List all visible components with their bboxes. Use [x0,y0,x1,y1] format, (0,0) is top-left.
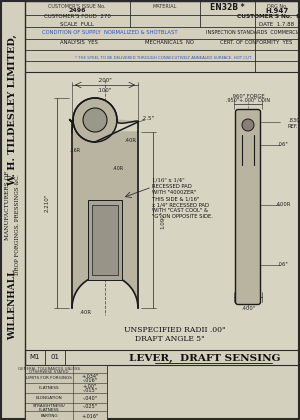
Text: +.016": +.016" [81,414,99,418]
Text: REF.: REF. [288,123,298,129]
Text: DRAFT ANGLE 5": DRAFT ANGLE 5" [135,335,205,343]
Text: .400": .400" [241,307,255,312]
Text: -.040": -.040" [82,396,98,401]
Text: DRG No.: DRG No. [267,5,287,10]
Text: -.016": -.016" [82,378,98,383]
Text: .16R: .16R [69,147,81,152]
Text: GENERAL TOLERANCES UNLESS: GENERAL TOLERANCES UNLESS [18,367,80,371]
Text: M1: M1 [30,354,40,360]
Text: * THE STEEL TO BE DELIVERED THROUGH CONSECUTIVELY ANNEALED SURFACE. HOT CUT: * THE STEEL TO BE DELIVERED THROUGH CONS… [75,56,251,60]
Text: UNSPECIFIED RADII .00": UNSPECIFIED RADII .00" [124,326,226,334]
Text: FLATNESS: FLATNESS [39,386,59,390]
Text: 2496: 2496 [68,8,86,13]
Bar [25,72,299,350]
Text: W. H. TILDESLEY LIMITED,: W. H. TILDESLEY LIMITED, [8,34,17,186]
Text: WITH "CAST COOL" &: WITH "CAST COOL" & [152,208,208,213]
Text: RECESSED PAD: RECESSED PAD [152,184,192,189]
Text: OTHERWISE STATED: OTHERWISE STATED [29,370,69,374]
Bar [25,365,107,420]
Text: +.00": +.00" [83,383,97,389]
Text: CUSTOMER'S FOUD  270: CUSTOMER'S FOUD 270 [44,13,110,18]
Text: THIS SIDE & 1/16": THIS SIDE & 1/16" [152,197,200,202]
Text: WILLENHALL: WILLENHALL [8,270,17,340]
Text: .400R: .400R [275,202,291,207]
Text: MECHANICALS  NO: MECHANICALS NO [145,39,194,45]
Text: 2.210": 2.210" [44,194,50,212]
Text: -.025": -.025" [82,404,98,410]
Text: x 1/4" RECESSED PAD: x 1/4" RECESSED PAD [152,202,209,207]
Text: CUSTOMER'S No.  95001: CUSTOMER'S No. 95001 [237,13,300,18]
Polygon shape [72,132,138,308]
Text: .06": .06" [278,262,288,268]
Polygon shape [72,98,138,142]
Text: FLATNESS: FLATNESS [39,408,59,412]
Text: STRAIGHTNESS/: STRAIGHTNESS/ [33,404,65,408]
Text: DROP FORGINGS, PRESSINGS &C.: DROP FORGINGS, PRESSINGS &C. [14,175,20,276]
Text: .960" FORGE: .960" FORGE [231,94,265,99]
Text: .40R: .40R [112,165,124,171]
Text: LIMITS FOR FORGINGS: LIMITS FOR FORGINGS [26,376,72,380]
Bar [88,200,122,280]
Text: 1.090": 1.090" [160,211,166,229]
Text: EN32B *: EN32B * [210,3,244,13]
Text: SCALE  FULL: SCALE FULL [60,21,94,26]
Text: MANUFACTURERS OF: MANUFACTURERS OF [5,171,10,240]
Circle shape [83,108,107,132]
Text: .06": .06" [278,142,288,147]
Text: "G" ON OPPOSITE SIDE.: "G" ON OPPOSITE SIDE. [152,215,213,220]
Text: 01: 01 [50,354,59,360]
Text: LEVER,  DRAFT SENSING: LEVER, DRAFT SENSING [129,354,281,362]
Text: PARTING: PARTING [40,414,58,418]
Text: WITH "4000ZER": WITH "4000ZER" [152,191,196,195]
Text: .100": .100" [98,87,112,92]
Circle shape [242,119,254,131]
Text: .830": .830" [288,118,300,123]
Circle shape [73,98,117,142]
Text: H.947: H.947 [266,8,289,14]
Text: .2.5": .2.5" [142,116,154,121]
Text: CONDITION OF SUPPLY  NORMALIZED & SHOTBLAST: CONDITION OF SUPPLY NORMALIZED & SHOTBLA… [42,31,178,36]
Text: -.015": -.015" [82,388,98,394]
Text: +.034": +.034" [81,373,99,378]
Text: CUSTOMER'S ISSUE No.: CUSTOMER'S ISSUE No. [48,3,106,8]
Text: .200": .200" [98,79,112,84]
Text: .40R: .40R [124,137,136,142]
Text: MATERIAL: MATERIAL [153,5,177,10]
Text: ELONGATION: ELONGATION [36,396,62,400]
Bar [92,205,118,275]
Text: DATE  1.7.88: DATE 1.7.88 [260,21,295,26]
Text: .40R: .40R [79,310,91,315]
Text: .950"+.000" COIN: .950"+.000" COIN [226,99,270,103]
Text: CERT. OF CONFORMITY  YES: CERT. OF CONFORMITY YES [220,39,292,45]
FancyBboxPatch shape [236,110,260,304]
Text: ANALYSIS  YES: ANALYSIS YES [60,39,98,45]
Text: INSPECTION STANDARDS  COMMERCIAL: INSPECTION STANDARDS COMMERCIAL [206,31,300,36]
Text: 1/16" x 1/4": 1/16" x 1/4" [152,178,184,183]
